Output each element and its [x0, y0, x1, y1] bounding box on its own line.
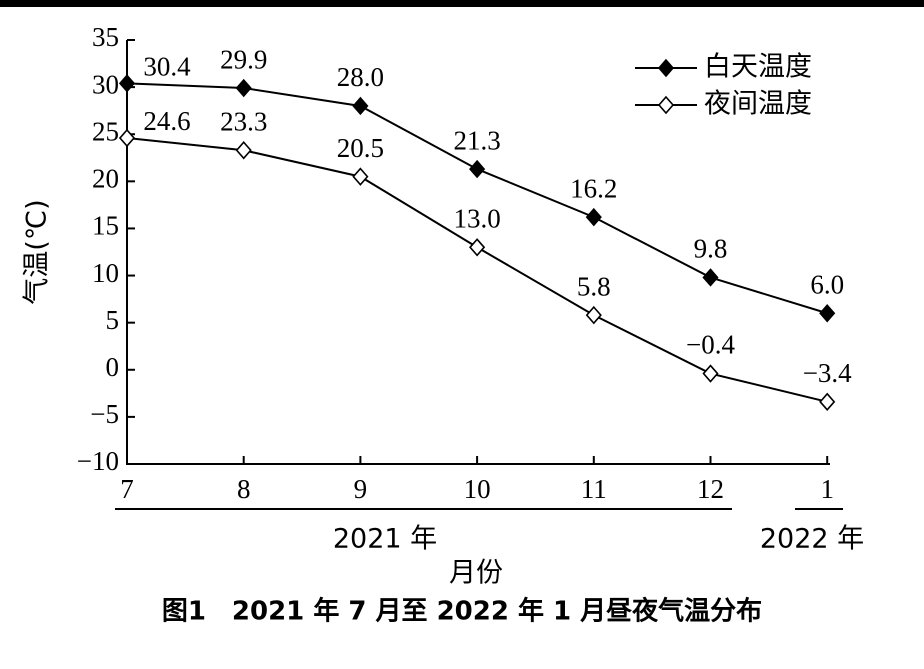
x-tick-label: 10 [464, 474, 491, 504]
data-label: 13.0 [453, 203, 500, 233]
legend-marker [657, 58, 675, 78]
data-point [235, 141, 252, 160]
y-tick-label: 5 [106, 305, 120, 335]
data-label: 5.8 [577, 271, 611, 301]
data-label: 21.3 [453, 125, 500, 155]
data-point [352, 96, 369, 116]
y-axis-title: 气温(℃) [22, 199, 53, 304]
y-tick-label: 35 [92, 22, 119, 52]
data-point [702, 364, 719, 383]
data-point [469, 238, 486, 257]
x-tick-label: 1 [820, 474, 834, 504]
data-label: 29.9 [220, 44, 267, 74]
y-tick-label: 25 [92, 116, 119, 146]
data-label: −0.4 [686, 330, 735, 360]
data-point [235, 78, 252, 98]
top-border [0, 0, 924, 7]
legend-label: 白天温度 [704, 52, 812, 83]
x-axis-title: 月份 [449, 558, 503, 589]
legend-marker [657, 95, 675, 115]
y-tick-label: 15 [92, 211, 119, 241]
y-tick-label: −5 [90, 399, 119, 429]
legend-label: 夜间温度 [704, 89, 812, 120]
data-label: −3.4 [803, 358, 852, 388]
data-label: 30.4 [143, 52, 191, 82]
data-point [585, 305, 602, 325]
year-label: 2021 年 [333, 524, 437, 555]
y-tick-label: 30 [92, 69, 119, 99]
data-label: 23.3 [220, 106, 267, 136]
data-label: 16.2 [570, 173, 617, 203]
data-label: 24.6 [143, 106, 190, 136]
data-label: 28.0 [337, 62, 384, 92]
y-tick-label: 20 [92, 164, 119, 194]
data-point [118, 128, 136, 148]
data-label: 9.8 [694, 234, 728, 264]
data-point [469, 159, 486, 179]
data-point [352, 167, 369, 186]
x-tick-label: 8 [237, 474, 251, 504]
x-tick-label: 11 [581, 474, 607, 504]
data-label: 20.5 [337, 133, 384, 163]
year-label: 2022 年 [760, 524, 864, 555]
y-tick-label: 10 [92, 258, 119, 288]
data-point [702, 268, 719, 287]
x-tick-label: 9 [354, 474, 368, 504]
data-point [585, 207, 602, 227]
data-point [118, 74, 136, 93]
y-tick-label: 0 [106, 352, 120, 382]
data-point [819, 304, 836, 323]
data-point [819, 392, 836, 412]
x-tick-label: 7 [120, 474, 134, 504]
caption: 图1 2021 年 7 月至 2022 年 1 月昼夜气温分布 [162, 596, 762, 627]
data-label: 6.0 [810, 269, 844, 299]
y-tick-label: −10 [77, 446, 119, 476]
x-tick-label: 12 [697, 474, 724, 504]
